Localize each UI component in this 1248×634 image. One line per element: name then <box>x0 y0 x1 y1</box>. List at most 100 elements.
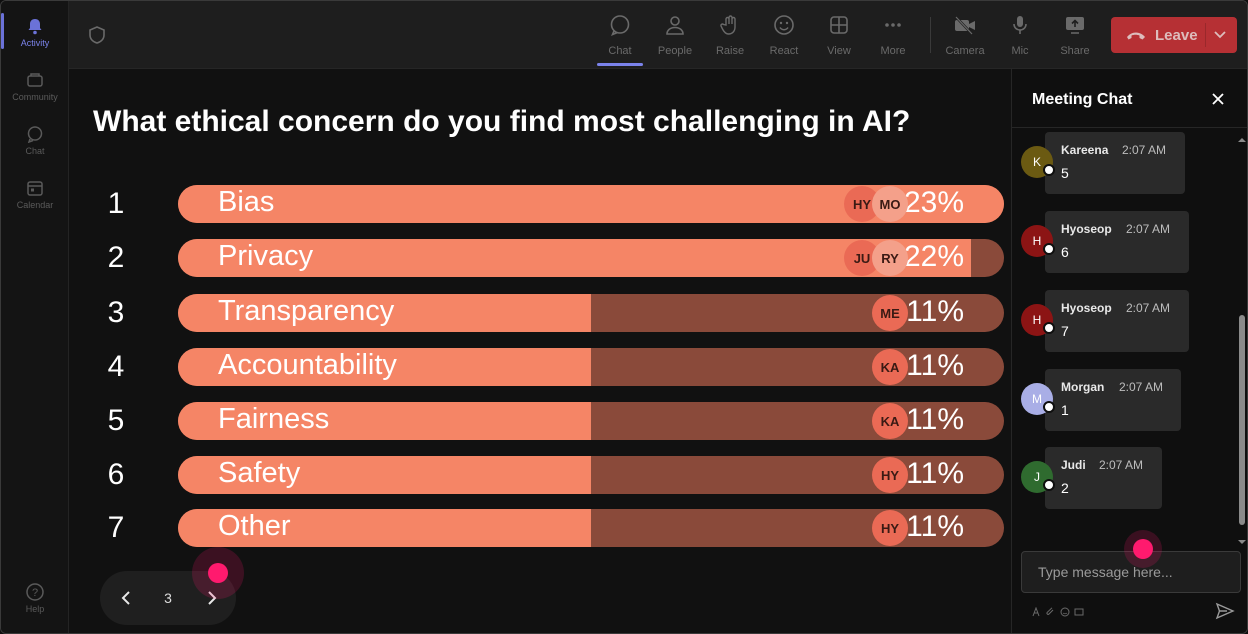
phone-hangup-icon <box>1125 28 1147 42</box>
poll-option-label: Transparency <box>218 295 395 327</box>
scroll-up-icon[interactable] <box>1238 131 1246 142</box>
chat-sender-name: Morgan <box>1061 380 1105 394</box>
poll-option-row: 1 Bias HY MO 23% <box>93 185 1005 223</box>
poll-option-bar-fill <box>178 456 591 494</box>
meeting-chat-panel: Meeting Chat Kareena 2:07 AM 5 K Hyoseop 2:07… <box>1011 69 1247 633</box>
rail-item-help[interactable]: ? Help <box>1 575 69 621</box>
toolbar-camera-button[interactable]: Camera <box>940 11 990 61</box>
voter-avatar: MO <box>872 186 908 222</box>
rail-item-activity[interactable]: Activity <box>1 9 69 55</box>
chat-message-bubble[interactable]: Morgan 2:07 AM 1 <box>1045 369 1181 431</box>
left-rail: Activity Community Chat Calendar ? Help <box>1 1 69 633</box>
pointer-highlight <box>1124 530 1162 568</box>
community-icon <box>25 70 45 90</box>
poll-option-bar-fill <box>178 509 591 547</box>
poll-option-bar: Other HY 11% <box>178 509 1004 547</box>
poll-option-number: 2 <box>107 241 125 274</box>
poll-option-label: Safety <box>218 457 301 489</box>
rail-active-indicator <box>1 13 4 49</box>
chat-scrollbar[interactable] <box>1238 131 1246 544</box>
poll-option-row: 5 Fairness KA 11% <box>93 402 1005 440</box>
shield-icon[interactable] <box>87 25 107 45</box>
toolbar-more-button[interactable]: More <box>868 11 918 61</box>
chat-message-bubble[interactable]: Hyoseop 2:07 AM 6 <box>1045 211 1189 273</box>
camera-off-icon <box>953 13 977 37</box>
toolbar-chat-button[interactable]: Chat <box>595 11 645 61</box>
toolbar-share-button[interactable]: Share <box>1050 11 1100 61</box>
chat-timestamp: 2:07 AM <box>1126 222 1171 236</box>
leave-button[interactable]: Leave <box>1111 17 1237 53</box>
chat-message-input[interactable] <box>1021 551 1241 593</box>
poll-option-percent: 11% <box>906 349 964 382</box>
poll-option-percent: 11% <box>906 403 964 436</box>
poll-option-row: 6 Safety HY 11% <box>93 456 1005 494</box>
chevron-down-icon[interactable] <box>1213 27 1227 41</box>
chat-message-bubble[interactable]: Judi 2:07 AM 2 <box>1045 447 1162 509</box>
poll-option-row: 7 Other HY 11% <box>93 509 1005 547</box>
chat-format-tools <box>1032 604 1084 617</box>
poll-option-label: Accountability <box>218 349 397 381</box>
rail-item-chat[interactable]: Chat <box>1 117 69 163</box>
poll-option-percent: 11% <box>906 457 964 490</box>
format-text-icon[interactable] <box>1032 604 1042 617</box>
chat-icon <box>25 124 45 144</box>
chat-timestamp: 2:07 AM <box>1122 143 1167 157</box>
poll-option-label: Other <box>218 510 291 542</box>
chat-message-bubble[interactable]: Hyoseop 2:07 AM 7 <box>1045 290 1189 352</box>
rail-item-calendar[interactable]: Calendar <box>1 171 69 217</box>
presence-status-icon <box>1043 401 1055 413</box>
toolbar-mic-button[interactable]: Mic <box>995 11 1045 61</box>
rail-item-community[interactable]: Community <box>1 63 69 109</box>
send-icon[interactable] <box>1215 601 1235 621</box>
chat-message-bubble[interactable]: Kareena 2:07 AM 5 <box>1045 132 1185 194</box>
poll-option-label: Fairness <box>218 403 330 435</box>
chat-timestamp: 2:07 AM <box>1119 380 1164 394</box>
avatar[interactable]: H <box>1021 304 1053 336</box>
poll-option-number: 3 <box>107 296 125 329</box>
scrollbar-thumb[interactable] <box>1239 315 1245 525</box>
poll-option-bar: Accountability KA 11% <box>178 348 1004 386</box>
chat-sender-name: Hyoseop <box>1061 222 1112 236</box>
leave-divider <box>1205 23 1206 47</box>
hand-icon <box>718 13 742 37</box>
smiley-icon <box>772 13 796 37</box>
voter-avatar: RY <box>872 240 908 276</box>
poll-option-number: 1 <box>107 187 125 220</box>
toolbar-react-button[interactable]: React <box>759 11 809 61</box>
attach-icon[interactable] <box>1046 604 1056 615</box>
close-icon[interactable] <box>1210 91 1226 107</box>
microphone-icon <box>1008 13 1032 37</box>
more-dots-icon <box>881 13 905 37</box>
emoji-icon[interactable] <box>1060 604 1070 617</box>
chevron-left-icon[interactable] <box>117 588 137 608</box>
chevron-right-icon[interactable] <box>201 588 221 608</box>
toolbar-people-button[interactable]: People <box>650 11 700 61</box>
poll-option-bar-fill <box>178 348 591 386</box>
bell-icon <box>25 16 45 36</box>
poll-option-bar: Privacy JU RY 22% <box>178 239 1004 277</box>
presence-status-icon <box>1043 164 1055 176</box>
toolbar-view-button[interactable]: View <box>814 11 864 61</box>
chat-message-text: 5 <box>1061 165 1069 181</box>
poll-option-row: 3 Transparency ME 11% <box>93 294 1005 332</box>
voter-avatar: KA <box>872 403 908 439</box>
poll-option-number: 6 <box>107 458 125 491</box>
chat-header-divider <box>1012 127 1247 128</box>
poll-option-number: 7 <box>107 511 125 544</box>
poll-option-bar-fill <box>178 294 591 332</box>
share-screen-icon <box>1063 13 1087 37</box>
poll-option-bar-fill <box>178 402 591 440</box>
scroll-down-icon[interactable] <box>1238 533 1246 544</box>
poll-option-bar: Bias HY MO 23% <box>178 185 1004 223</box>
chat-message-text: 6 <box>1061 244 1069 260</box>
voter-avatar: KA <box>872 349 908 385</box>
calendar-icon <box>25 178 45 198</box>
gif-icon[interactable] <box>1074 604 1084 616</box>
chat-message-text: 2 <box>1061 480 1069 496</box>
chat-timestamp: 2:07 AM <box>1099 458 1144 472</box>
poll-option-bar: Fairness KA 11% <box>178 402 1004 440</box>
chat-timestamp: 2:07 AM <box>1126 301 1171 315</box>
toolbar-raise-button[interactable]: Raise <box>705 11 755 61</box>
svg-text:?: ? <box>32 587 38 599</box>
chat-icon <box>608 13 632 37</box>
